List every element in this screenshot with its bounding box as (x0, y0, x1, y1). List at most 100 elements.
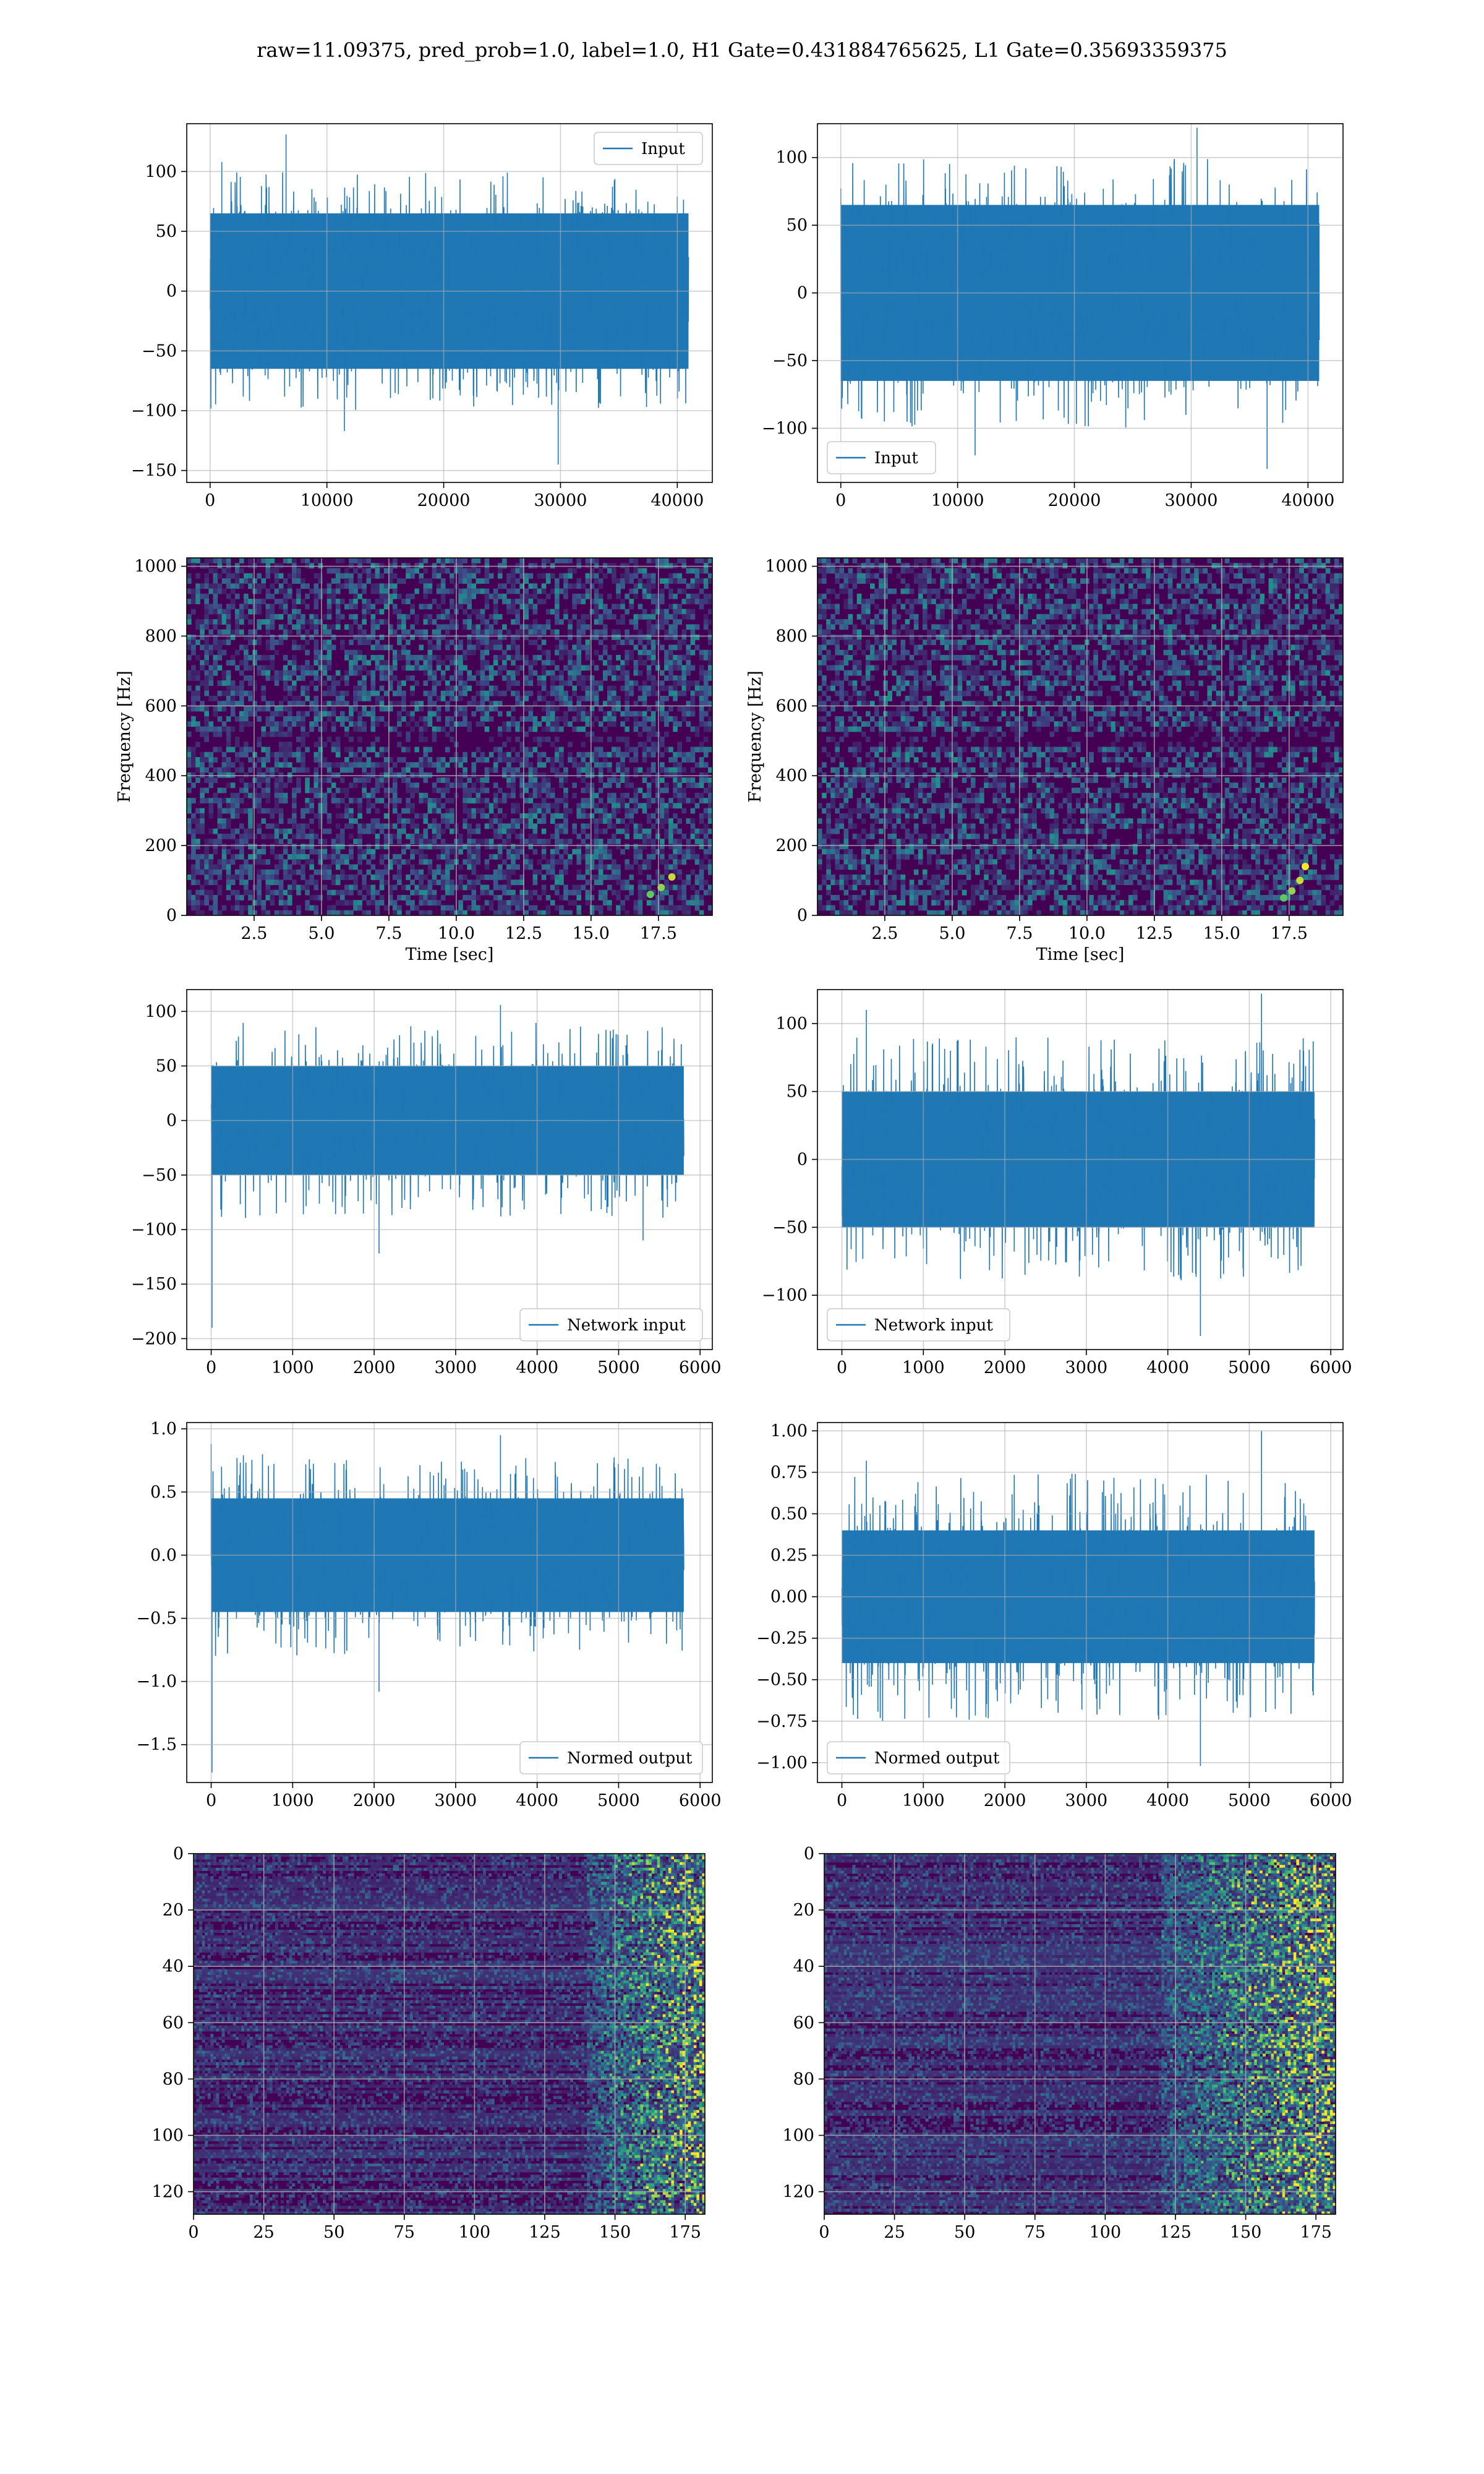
l1-network-input-ytick-label: −50 (772, 1218, 808, 1237)
l1-input-xtick-label: 20000 (1048, 491, 1101, 510)
h1-normed-output-xtick-label: 3000 (435, 1791, 477, 1810)
h1-network-input-plot-area (187, 990, 712, 1350)
l1-normed-output-xtick-label: 5000 (1228, 1791, 1271, 1810)
h1-spectrogram-ytick-label: 0 (166, 906, 177, 925)
l1-normed-output-series-line (841, 1431, 1315, 1766)
h1-input-ytick-label: −100 (131, 401, 177, 421)
h1-feature-map-xtick-label: 175 (669, 2223, 701, 2242)
h1-feature-map-ytick-label: 100 (151, 2126, 184, 2145)
h1-input-xtick-label: 0 (205, 491, 215, 510)
l1-normed-output-ytick-label: −0.75 (756, 1712, 808, 1731)
l1-feature-map-xtick-label: 25 (884, 2223, 905, 2242)
h1-network-input-legend: Network input (519, 1308, 703, 1342)
l1-spectrogram-ytick-label: 0 (797, 906, 808, 925)
l1-normed-output-plot-area (817, 1423, 1343, 1783)
h1-normed-output-xtick-label: 1000 (271, 1791, 314, 1810)
l1-spectrogram-xtick-label: 15.0 (1203, 924, 1240, 943)
l1-normed-output-panel: 0 1000 2000 3000 4000 5000 6000 −1.00 −0.75 −0.50… (756, 1421, 1352, 1810)
l1-spectrogram-ytick-label: 400 (775, 766, 808, 785)
l1-normed-output-frame (817, 1422, 1344, 1783)
l1-spectrogram-chirp-point (1288, 887, 1296, 895)
h1-input-xtick-label: 40000 (650, 491, 704, 510)
h1-network-input-xtick-label: 6000 (679, 1358, 722, 1377)
h1-feature-map-xtick-label: 100 (459, 2223, 491, 2242)
l1-feature-map-xtick-label: 0 (819, 2223, 829, 2242)
h1-feature-map-xtick-label: 50 (323, 2223, 344, 2242)
l1-normed-output-legend: Normed output (827, 1741, 1010, 1774)
l1-normed-output-xtick-label: 2000 (984, 1791, 1026, 1810)
h1-input-legend-label: Input (641, 140, 685, 158)
l1-network-input-xtick-label: 0 (837, 1358, 847, 1377)
l1-input-ytick-label: 0 (797, 284, 808, 303)
l1-input-ytick-label: −100 (762, 419, 808, 438)
l1-feature-map-ytick-label: 100 (782, 2126, 814, 2145)
l1-network-input-legend: Network input (827, 1308, 1010, 1342)
l1-feature-map-ytick-label: 120 (782, 2183, 814, 2202)
h1-normed-output-plot-area (187, 1423, 712, 1783)
l1-input-frame (817, 123, 1344, 483)
l1-feature-map-xtick-label: 150 (1230, 2223, 1262, 2242)
h1-input-ytick-label: 0 (166, 282, 177, 301)
h1-network-input-legend-label: Network input (567, 1316, 686, 1335)
h1-feature-map-xtick-label: 125 (529, 2223, 561, 2242)
h1-input-ytick-label: −50 (142, 341, 177, 361)
h1-spectrogram-xtick-label: 10.0 (438, 924, 475, 943)
l1-normed-output-xtick-label: 0 (837, 1791, 847, 1810)
l1-network-input-xtick-label: 1000 (902, 1358, 945, 1377)
l1-normed-output-ytick-label: −0.50 (756, 1671, 808, 1690)
l1-feature-map-xtick-label: 100 (1090, 2223, 1122, 2242)
h1-normed-output-xtick-label: 5000 (597, 1791, 640, 1810)
l1-normed-output-xtick-label: 4000 (1146, 1791, 1189, 1810)
h1-feature-map-ytick-label: 20 (163, 1901, 184, 1920)
h1-input-panel: 0 10000 20000 30000 40000 −150 −100 −50 0 50 100 In… (131, 123, 713, 510)
h1-normed-output-xtick-label: 4000 (516, 1791, 558, 1810)
l1-spectrogram-xtick-label: 7.5 (1006, 924, 1033, 943)
h1-normed-output-frame (186, 1422, 713, 1783)
l1-normed-output-ytick-label: 1.00 (770, 1421, 808, 1440)
h1-input-frame (186, 123, 713, 483)
l1-spectrogram-chirp-point (1301, 862, 1309, 870)
l1-spectrogram-xtick-label: 12.5 (1136, 924, 1173, 943)
h1-network-input-xtick-label: 0 (206, 1358, 216, 1377)
h1-input-xtick-label: 10000 (301, 491, 354, 510)
l1-spectrogram-xtick-label: 17.5 (1271, 924, 1308, 943)
h1-network-input-ytick-label: −150 (131, 1275, 177, 1294)
h1-feature-map-ytick-label: 80 (163, 2070, 184, 2089)
l1-spectrogram-chirp-point (1296, 876, 1304, 884)
h1-input-series-line (210, 134, 689, 464)
l1-input-legend: Input (827, 441, 936, 474)
l1-normed-output-xtick-label: 3000 (1065, 1791, 1108, 1810)
l1-input-ytick-label: 50 (787, 216, 808, 235)
l1-feature-map-panel: 0 25 50 75 100 125 150 175 0 20 40 60 80 100 120 (782, 1844, 1336, 2242)
h1-spectrogram-xtick-label: 17.5 (640, 924, 677, 943)
h1-normed-output-xtick-label: 2000 (353, 1791, 396, 1810)
h1-spectrogram-xtick-label: 2.5 (241, 924, 267, 943)
h1-normed-output-xtick-label: 0 (206, 1791, 216, 1810)
h1-spectrogram-xtick-label: 12.5 (505, 924, 542, 943)
l1-feature-map-xtick-label: 75 (1025, 2223, 1046, 2242)
h1-network-input-ytick-label: −200 (131, 1329, 177, 1348)
l1-network-input-xtick-label: 2000 (984, 1358, 1026, 1377)
h1-feature-map-ytick-label: 0 (173, 1844, 184, 1864)
l1-network-input-panel: 0 1000 2000 3000 4000 5000 6000 −100 −50 0 50 100 Ne… (762, 989, 1352, 1377)
l1-normed-output-xtick-label: 1000 (902, 1791, 945, 1810)
l1-input-xtick-label: 30000 (1164, 491, 1217, 510)
h1-network-input-xtick-label: 2000 (353, 1358, 396, 1377)
l1-feature-map-frame (824, 1853, 1336, 2215)
figure-title: raw=11.09375, pred_prob=1.0, label=1.0, … (0, 38, 1484, 62)
l1-spectrogram-chirp-point (1280, 894, 1288, 902)
l1-network-input-legend-label: Network input (874, 1316, 993, 1335)
h1-normed-output-ytick-label: −0.5 (136, 1609, 177, 1629)
h1-input-xtick-label: 30000 (534, 491, 587, 510)
l1-normed-output-ytick-label: −0.25 (756, 1629, 808, 1648)
h1-network-input-xtick-label: 5000 (597, 1358, 640, 1377)
h1-input-ytick-label: 50 (156, 222, 177, 241)
l1-input-xtick-label: 0 (835, 491, 846, 510)
l1-feature-map-ytick-label: 80 (793, 2070, 814, 2089)
h1-feature-map-xtick-label: 25 (253, 2223, 274, 2242)
h1-network-input-frame (186, 989, 713, 1350)
h1-network-input-ytick-label: 50 (156, 1056, 177, 1076)
l1-normed-output-ytick-label: 0.25 (770, 1546, 808, 1565)
l1-input-xtick-label: 40000 (1281, 491, 1334, 510)
